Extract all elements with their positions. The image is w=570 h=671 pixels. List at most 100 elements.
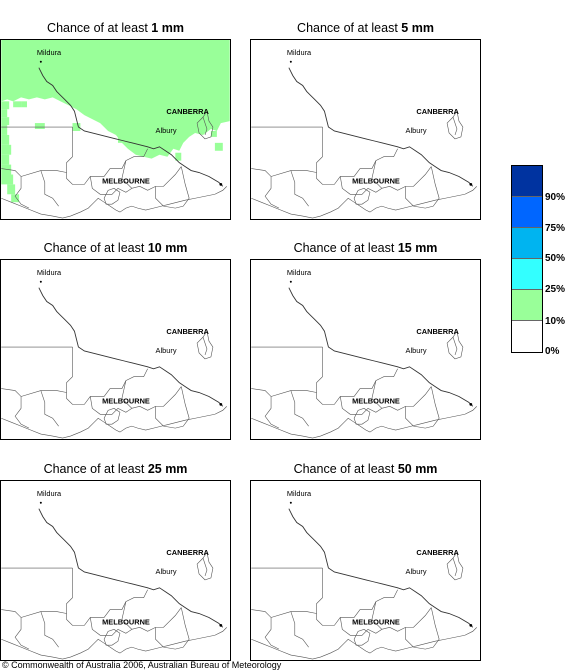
act-inner [202,337,208,356]
coastline [1,627,227,660]
nsw-border-river [38,67,224,187]
rainfall-fill-cell [21,101,27,108]
rainfall-fill-region [1,40,230,159]
panel-title: Chance of at least 10 mm [43,241,188,255]
canberra-label: CANBERRA [416,107,459,116]
map-svg: Mildura CANBERRA Albury MELBOURNE [1,268,227,439]
region-boundaries [251,127,440,209]
legend-swatch-25 [512,259,542,290]
rainfall-fill-cell [1,174,14,185]
region-boundaries [1,568,190,650]
act-border [446,110,464,140]
region-boundaries [251,568,440,650]
legend-label-90: 90% [545,192,566,203]
nsw-border-river [38,287,224,407]
port-phillip-bay [103,188,121,205]
rainfall-fill-cell [214,142,223,151]
legend-swatches [511,165,543,353]
point-hicks-marker [469,624,473,627]
coastline [1,186,227,219]
point-hicks-marker [219,183,223,186]
port-phillip-bay [353,188,371,205]
nsw-border-river [288,67,474,187]
mildura-label: Mildura [37,48,62,57]
rainfall-fill-cell [7,184,16,195]
victoria-map: Mildura CANBERRA Albury MELBOURNE [250,259,481,440]
mildura-label: Mildura [287,48,312,57]
rainfall-fill-cell [210,130,217,137]
port-phillip-bay [103,408,121,425]
legend-swatch-0 [512,321,542,352]
mildura-label: Mildura [287,489,312,498]
map-svg: Mildura CANBERRA Albury MELBOURNE [251,268,477,439]
rainfall-fill-cell [1,125,8,135]
canberra-label: CANBERRA [166,327,209,336]
victoria-map: Mildura CANBERRA Albury MELBOURNE [250,39,481,220]
map-svg: Mildura CANBERRA Albury MELBOURNE [251,489,477,660]
legend-swatch-50 [512,228,542,259]
rainfall-fill-cell [72,123,81,131]
copyright-footer: © Commonwealth of Australia 2006, Austra… [2,660,282,670]
act-inner [202,558,208,577]
rainfall-chance-area [1,40,230,203]
port-phillip-bay [353,629,371,646]
coastline [1,406,227,439]
act-inner [452,117,458,136]
melbourne-label: MELBOURNE [352,176,400,185]
act-border [196,551,214,581]
town-marker [39,60,42,63]
town-marker [289,60,292,63]
albury-label: Albury [406,567,427,576]
coastline [251,406,477,439]
map-svg: Mildura CANBERRA Albury MELBOURNE [251,48,477,219]
nsw-border-river [38,508,224,628]
victoria-map: Mildura CANBERRA Albury MELBOURNE [0,480,231,661]
point-hicks-marker [469,183,473,186]
rainfall-fill-cell [117,134,128,143]
rainfall-fill-cell [149,142,158,151]
act-border [446,330,464,360]
mildura-label: Mildura [37,489,62,498]
legend-label-25: 25% [545,284,566,295]
legend-swatch-10 [512,290,542,321]
rainfall-fill-cell [1,154,10,165]
act-border [196,110,214,140]
point-hicks-marker [219,624,223,627]
region-boundaries [251,347,440,429]
map-svg: Mildura CANBERRA Albury MELBOURNE [1,40,230,219]
nsw-border-river [288,508,474,628]
port-phillip-bay [103,629,121,646]
act-inner [452,558,458,577]
legend-label-75: 75% [545,223,566,234]
act-border [196,330,214,360]
legend-label-50: 50% [545,253,566,264]
rainfall-fill-cell [13,101,22,108]
panel-title: Chance of at least 25 mm [43,462,188,476]
town-marker [289,501,292,504]
town-marker [289,280,292,283]
melbourne-label: MELBOURNE [102,176,150,185]
legend-label-0: 0% [545,346,560,357]
rainfall-fill-cell [1,134,10,145]
region-boundaries [1,127,190,209]
map-svg: Mildura CANBERRA Albury MELBOURNE [1,489,227,660]
rainfall-fill-cell [1,101,10,110]
rainfall-fill-cell [175,152,182,161]
albury-label: Albury [156,567,177,576]
victoria-map: Mildura CANBERRA Albury MELBOURNE [0,39,231,220]
rainfall-fill-cell [1,144,12,155]
coastline [251,186,477,219]
melbourne-label: MELBOURNE [102,617,150,626]
act-inner [452,337,458,356]
port-phillip-bay [353,408,371,425]
albury-label: Albury [156,346,177,355]
mildura-label: Mildura [287,268,312,277]
mildura-label: Mildura [37,268,62,277]
town-marker [39,501,42,504]
panel-title: Chance of at least 15 mm [293,241,438,255]
canberra-label: CANBERRA [166,107,209,116]
panel-title: Chance of at least 1 mm [47,21,184,35]
melbourne-label: MELBOURNE [102,396,150,405]
act-border [446,551,464,581]
coastline [251,627,477,660]
